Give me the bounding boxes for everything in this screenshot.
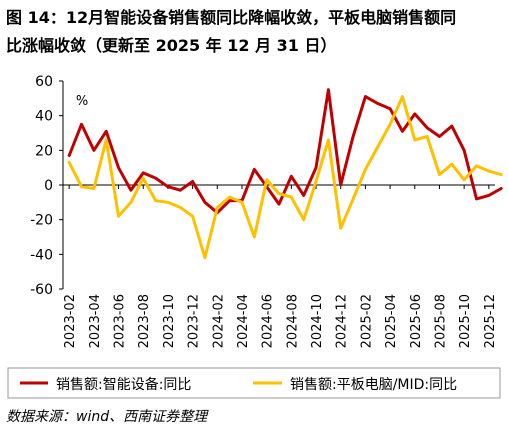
y-tick-label: 0 (44, 178, 53, 194)
chart-title-line-2: 比涨幅收敛（更新至 2025 年 12 月 31 日） (6, 36, 337, 55)
series-line-2 (67, 95, 503, 260)
x-tick-label: 2023-10 (162, 294, 177, 348)
y-axis: 60 40 20 0 -20 -40 -60% (30, 74, 88, 298)
x-tick-label: 2025-08 (433, 294, 448, 348)
x-tick-label: 2023-06 (113, 294, 128, 348)
x-tick-label: 2024-08 (285, 294, 300, 348)
x-tick-label: 2024-10 (310, 294, 325, 348)
chart-title: 图 14：12月智能设备销售额同比降幅收敛，平板电脑销售额同 比涨幅收敛（更新至… (6, 4, 502, 60)
y-tick-label: -20 (30, 213, 53, 229)
y-tick-label: 20 (35, 143, 53, 159)
x-tick-label: 2024-02 (211, 294, 226, 348)
x-tick-label: 2024-12 (335, 294, 350, 348)
y-tick-label: 60 (35, 74, 53, 90)
legend-box (7, 367, 501, 399)
x-tick-label: 2025-06 (409, 294, 424, 348)
x-tick-label: 2024-06 (261, 294, 276, 348)
x-tick-label: 2023-08 (137, 294, 152, 348)
x-tick-label: 2025-04 (384, 294, 399, 348)
x-tick-label: 2025-02 (359, 294, 374, 348)
y-tick-label: -60 (30, 282, 53, 298)
y-tick-label: -40 (30, 247, 53, 263)
series-line-1 (67, 88, 503, 215)
y-unit-label: % (76, 94, 88, 109)
x-tick-label: 2023-02 (63, 294, 78, 348)
x-axis: 2023-02 2023-04 2023-06 2023-08 2023-10 2023-… (63, 184, 498, 348)
source-note: 数据来源：wind、西南证券整理 (6, 409, 208, 425)
chart-title-line-1: 图 14：12月智能设备销售额同比降幅收敛，平板电脑销售额同 (6, 8, 457, 27)
x-tick-label: 2025-10 (458, 294, 473, 348)
series-layer (67, 88, 503, 260)
legend: 销售额:智能设备:同比 销售额:平板电脑/MID:同比 (7, 367, 501, 399)
legend-label-2: 销售额:平板电脑/MID:同比 (290, 377, 457, 393)
x-tick-label: 2024-04 (236, 294, 251, 348)
legend-label-1: 销售额:智能设备:同比 (56, 376, 191, 393)
x-tick-label: 2023-04 (88, 294, 103, 348)
x-tick-label: 2023-12 (187, 294, 202, 348)
y-tick-label: 40 (35, 109, 53, 125)
x-tick-label: 2025-12 (483, 294, 498, 348)
